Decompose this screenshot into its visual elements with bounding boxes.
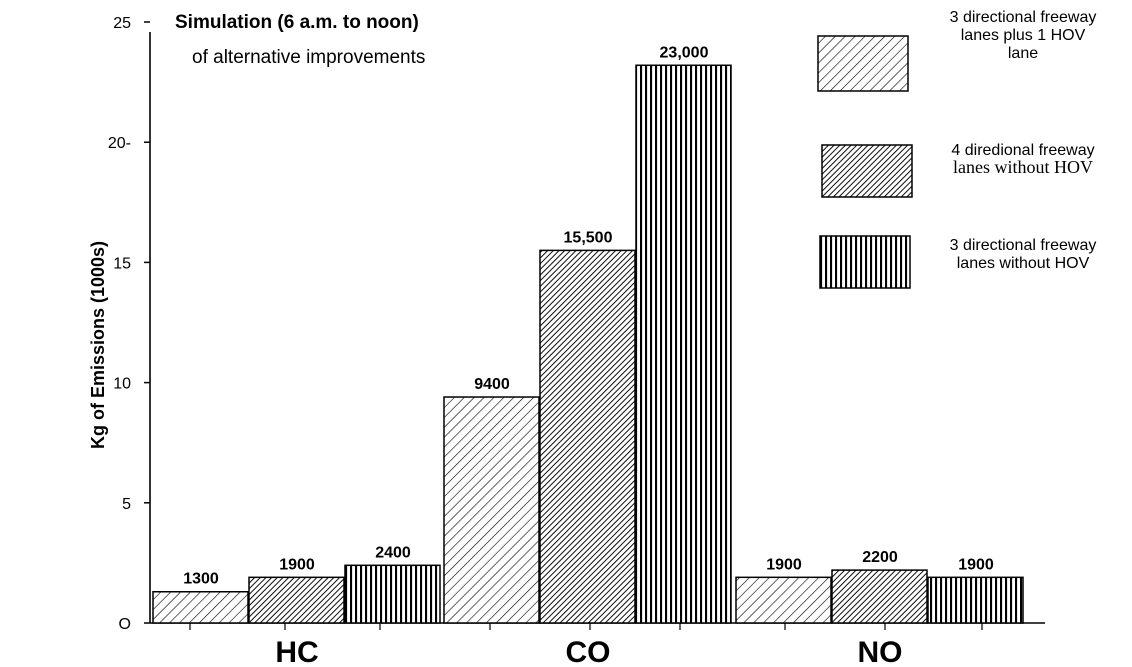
legend-swatch-2 — [821, 144, 913, 198]
bar-no-series-3 — [927, 576, 1024, 624]
y-tick-label: O — [119, 616, 131, 633]
data-label: 1300 — [183, 571, 219, 588]
y-axis-title: Kg of Emissions (1000s) — [88, 241, 108, 449]
legend-label-line: lanes without HOV — [953, 157, 1093, 177]
y-tick-label: 15 — [113, 255, 131, 272]
chart-subtitle: of alternative improvements — [192, 47, 425, 68]
data-label: 1900 — [766, 556, 802, 573]
y-tick-label: 25 — [113, 15, 131, 32]
y-ticks: O 5 10 15 20- 25 — [108, 15, 150, 633]
bar-hc-series-3 — [344, 564, 441, 624]
x-category-label: CO — [566, 636, 611, 667]
y-tick-label: 10 — [113, 376, 131, 393]
data-label: 2200 — [862, 549, 898, 566]
legend-label-line: 4 diredional freeway — [951, 142, 1094, 159]
data-label: 23,000 — [660, 44, 709, 61]
x-category-label: HC — [275, 636, 318, 667]
bar-no-series-1 — [735, 576, 832, 624]
data-label: 15,500 — [564, 229, 613, 246]
chart-title: Simulation (6 a.m. to noon) — [175, 12, 419, 33]
bar-co-series-1 — [443, 396, 540, 624]
legend-label-line: lanes without HOV — [957, 255, 1090, 272]
category-labels: HC CO NO — [189, 623, 983, 667]
legend-swatch-3 — [819, 235, 911, 289]
bar-hc-series-2 — [248, 576, 345, 624]
data-label: 1900 — [279, 556, 315, 573]
bar-no-series-2 — [831, 569, 928, 624]
legend-label-line: 3 directional freeway — [950, 237, 1097, 254]
legend-label-line: 3 directional freeway — [950, 9, 1097, 26]
y-tick-label: 5 — [122, 496, 131, 513]
data-label: 2400 — [375, 544, 411, 561]
bars: 1300 1900 2400 9400 15,500 23,000 1900 2200 1900 — [152, 44, 1024, 624]
bar-co-series-3 — [635, 64, 732, 624]
data-label: 1900 — [958, 556, 994, 573]
legend-label-line: lane — [1008, 45, 1038, 62]
legend-swatch-1 — [817, 35, 909, 92]
y-tick-label: 20- — [108, 135, 131, 152]
legend-label-line: lanes plus 1 HOV — [961, 27, 1086, 44]
x-category-label: NO — [858, 636, 903, 667]
bar-hc-series-1 — [152, 590, 249, 624]
data-label: 9400 — [474, 376, 510, 393]
bar-co-series-2 — [539, 249, 636, 624]
